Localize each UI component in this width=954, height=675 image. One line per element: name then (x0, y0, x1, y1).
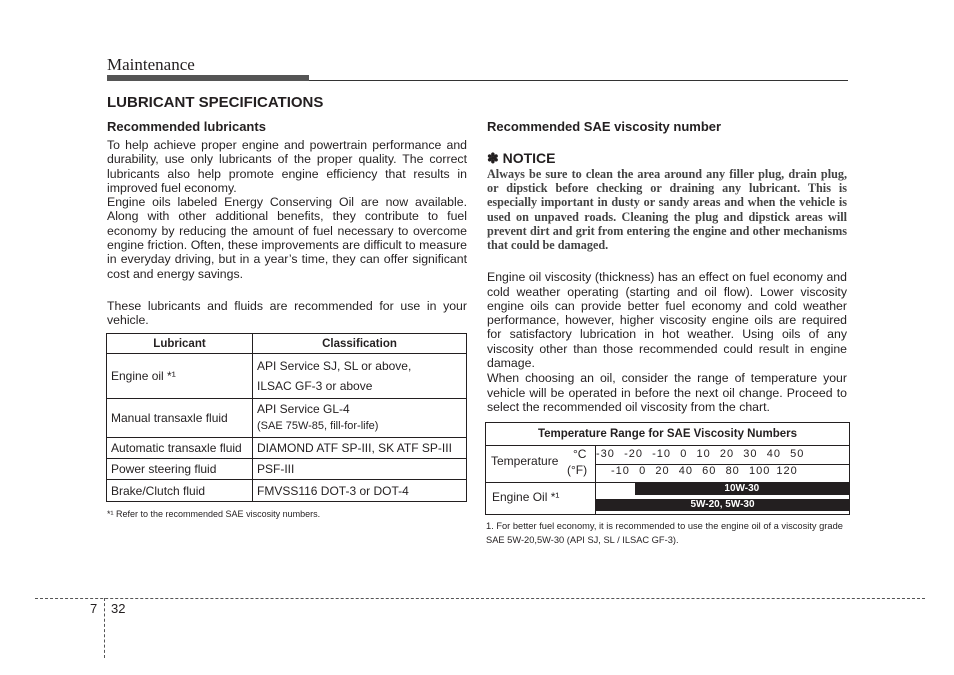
table-row: Manual transaxle fluid API Service GL-4 (S… (106, 398, 467, 438)
col-header: Lubricant (106, 333, 253, 354)
class-cell: (SAE 75W-85, fill-for-life) (257, 420, 379, 432)
temperature-label: Temperature (491, 454, 559, 468)
viscosity-bar-5w20-5w30: 5W-20, 5W-30 (596, 499, 849, 511)
viscosity-bar-10w30: 10W-30 (634, 483, 849, 495)
col-header: Classification (252, 333, 467, 354)
page-title: LUBRICANT SPECIFICATIONS (107, 94, 324, 111)
celsius-ticks: -30 -20 -10 0 10 20 30 40 50 (596, 448, 805, 460)
engine-oil-label: Engine Oil *¹ (492, 490, 560, 504)
class-cell: API Service GL-4 (257, 402, 350, 416)
lubricant-cell: Manual transaxle fluid (106, 398, 253, 438)
class-cell: PSF-III (252, 458, 467, 480)
table-row: Engine oil *¹ API Service SJ, SL or above… (106, 353, 467, 399)
class-cell: ILSAC GF-3 or above (257, 379, 373, 393)
lubricant-cell: Automatic transaxle fluid (106, 437, 253, 459)
viscosity-title: Temperature Range for SAE Viscosity Numb… (486, 423, 849, 446)
viscosity-chart: Temperature Range for SAE Viscosity Numb… (485, 422, 850, 515)
chapter-number: 7 (90, 601, 98, 616)
footer-rule (35, 598, 925, 599)
right-para-2: When choosing an oil, consider the range… (487, 371, 847, 414)
lubricant-cell: Engine oil *¹ (106, 353, 253, 399)
section-header: Maintenance (107, 55, 195, 74)
notice-body: Always be sure to clean the area around … (487, 167, 847, 253)
table-row: Power steering fluid PSF-III (106, 458, 467, 480)
lubricant-cell: Brake/Clutch fluid (106, 479, 253, 502)
celsius-unit: °C (573, 447, 587, 461)
fahrenheit-ticks: -10 0 20 40 60 80 100 120 (611, 465, 798, 477)
left-para-3: These lubricants and fluids are recommen… (107, 298, 467, 328)
page-number: 32 (111, 601, 126, 616)
class-cell: FMVSS116 DOT-3 or DOT-4 (252, 479, 467, 502)
left-footnote: *¹ Refer to the recommended SAE viscosit… (107, 509, 321, 519)
header-bar (107, 75, 309, 81)
class-cell: DIAMOND ATF SP-III, SK ATF SP-III (252, 437, 467, 459)
right-para-1: Engine oil viscosity (thickness) has an … (487, 270, 847, 370)
left-para-2: Engine oils labeled Energy Conserving Oi… (107, 195, 467, 281)
right-footnote: 1. For better fuel economy, it is recomm… (486, 521, 843, 545)
left-subtitle: Recommended lubricants (107, 119, 266, 134)
class-cell: API Service SJ, SL or above, (257, 359, 412, 373)
table-row: Automatic transaxle fluid DIAMOND ATF SP-… (106, 437, 467, 459)
footer-divider (104, 598, 105, 658)
table-row: Brake/Clutch fluid FMVSS116 DOT-3 or DOT-… (106, 479, 467, 502)
right-subtitle: Recommended SAE viscosity number (487, 119, 722, 134)
header-rule (309, 80, 848, 81)
notice-title: ✽ NOTICE (487, 150, 556, 166)
fahrenheit-unit: (°F) (567, 463, 588, 477)
lubricant-table: Lubricant Classification Engine oil *¹ API… (106, 333, 467, 502)
lubricant-cell: Power steering fluid (106, 458, 253, 480)
left-para-1: To help achieve proper engine and powert… (107, 138, 467, 195)
